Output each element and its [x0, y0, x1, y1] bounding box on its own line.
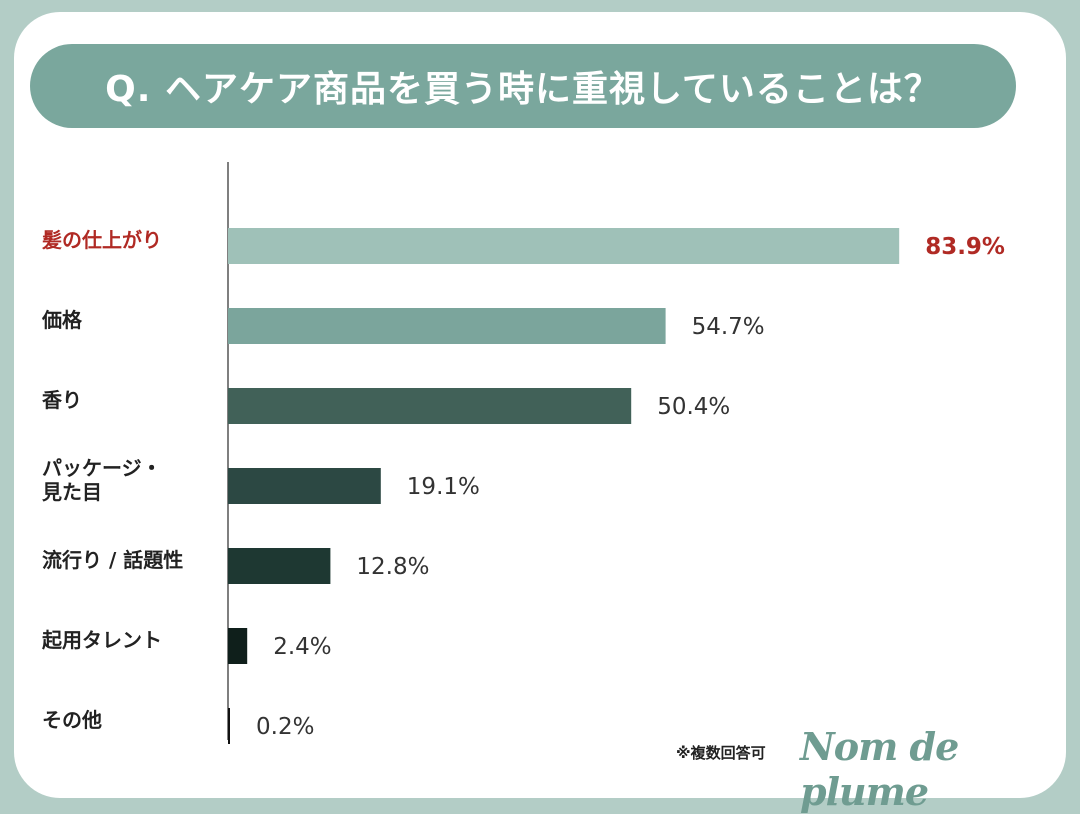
- bar-1: [228, 308, 666, 344]
- value-label-0: 83.9%: [925, 234, 1005, 260]
- category-label-line: その他: [42, 708, 102, 732]
- value-label-1: 54.7%: [692, 314, 765, 340]
- bar-2: [228, 388, 632, 424]
- value-label-6: 0.2%: [256, 714, 314, 740]
- category-label-1: 価格: [41, 308, 83, 332]
- value-label-4: 12.8%: [356, 554, 429, 580]
- value-label-2: 50.4%: [657, 394, 730, 420]
- category-label-line: 起用タレント: [41, 628, 162, 652]
- category-label-line: 香り: [42, 388, 82, 412]
- category-label-6: その他: [42, 708, 102, 732]
- chart-title: Q. ヘアケア商品を買う時に重視していることは？: [105, 69, 941, 110]
- category-label-2: 香り: [42, 388, 82, 412]
- category-label-line: パッケージ・: [42, 456, 162, 480]
- category-label-line: 見た目: [42, 480, 102, 504]
- bar-0: [228, 228, 900, 264]
- category-label-line: 流行り / 話題性: [42, 548, 183, 572]
- bar-3: [228, 468, 381, 504]
- brand-logo: Nom de plume: [800, 724, 959, 814]
- bar-5: [228, 628, 248, 664]
- category-label-5: 起用タレント: [41, 628, 162, 652]
- category-label-0: 髪の仕上がり: [41, 228, 162, 252]
- bars-group: 83.9% 髪の仕上がり 54.7% 価格 50.4% 香り 19.1% パッケージ・見た目 1…: [41, 228, 1005, 744]
- category-label-4: 流行り / 話題性: [42, 548, 183, 572]
- title-banner: Q. ヘアケア商品を買う時に重視していることは？: [30, 44, 1016, 128]
- category-label-3: パッケージ・見た目: [42, 456, 162, 504]
- bar-6: [228, 708, 230, 744]
- category-label-line: 髪の仕上がり: [41, 228, 162, 252]
- category-label-line: 価格: [41, 308, 83, 332]
- value-label-3: 19.1%: [407, 474, 480, 500]
- multiple-answers-note: ※複数回答可: [676, 744, 766, 762]
- value-label-5: 2.4%: [273, 634, 331, 660]
- bar-4: [228, 548, 331, 584]
